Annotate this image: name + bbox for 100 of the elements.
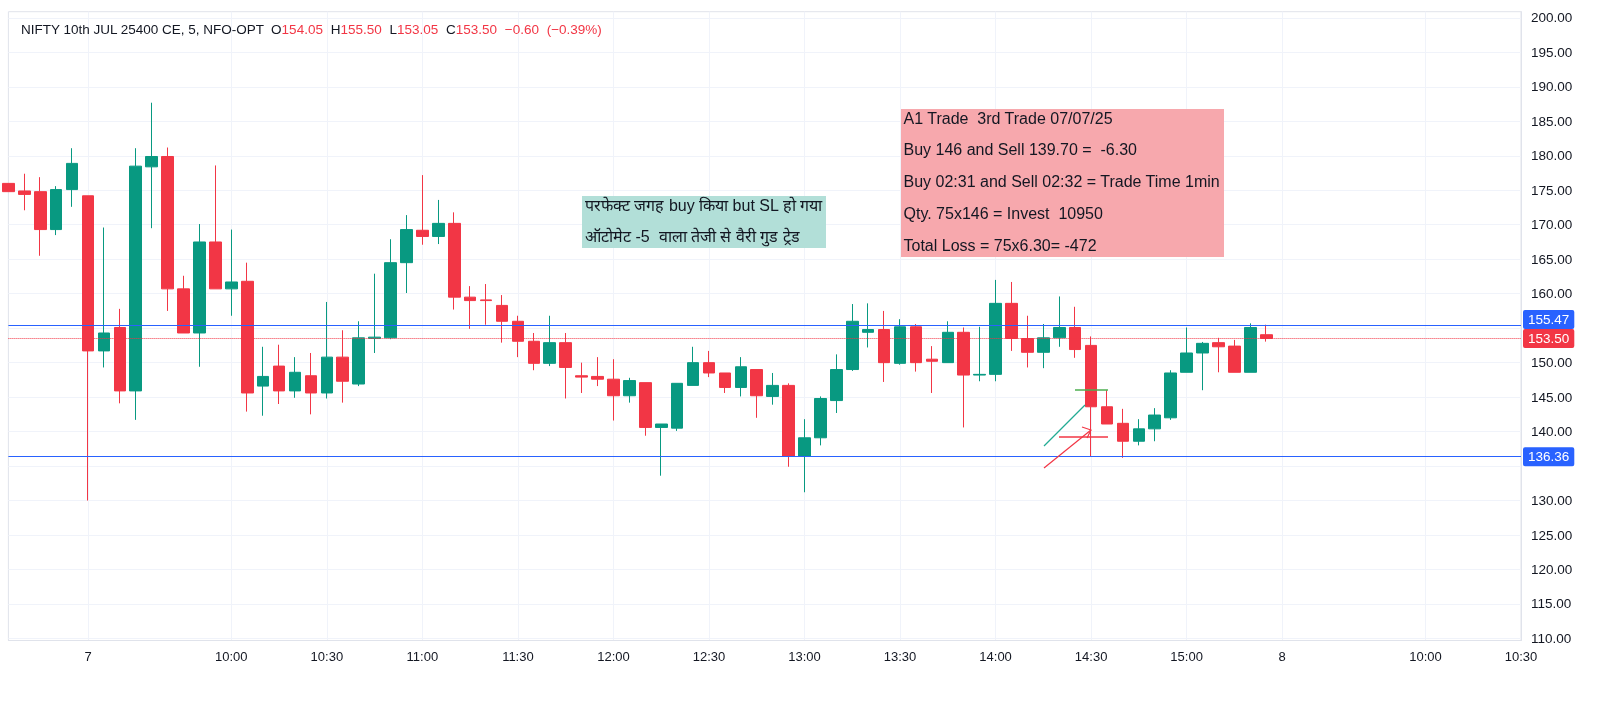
y-tick-label: 175.00	[1531, 182, 1573, 198]
candlestick	[735, 356, 747, 397]
candlestick	[161, 147, 174, 312]
annotation: परफेक्ट जगह buy किया but SL हो गया ऑटोमेट -5 वाला तेजी से वैरी गुड ट्रेड	[585, 196, 823, 247]
candlestick	[384, 238, 397, 340]
candlestick	[1244, 322, 1257, 373]
y-tick-label: 200.00	[1531, 10, 1573, 26]
y-tick-label: 150.00	[1531, 355, 1573, 371]
y-tick-label: 170.00	[1531, 217, 1573, 233]
candlestick	[98, 227, 110, 368]
candlestick	[448, 211, 461, 311]
candlestick	[782, 382, 795, 468]
x-tick-label: 12:00	[597, 648, 630, 664]
y-tick-label: 165.00	[1531, 251, 1573, 267]
x-tick-label: 11:00	[406, 648, 439, 664]
x-tick-label: 10:00	[215, 648, 248, 664]
candlestick	[177, 275, 190, 334]
candlestick	[623, 377, 636, 404]
candlestick	[719, 372, 731, 394]
candlestick	[1117, 408, 1129, 459]
candlestick	[575, 362, 588, 394]
candlestick	[2, 182, 15, 193]
x-tick-label: 11:30	[502, 648, 534, 664]
candlestick	[973, 326, 986, 382]
x-tick-label: 14:00	[979, 648, 1012, 664]
candlestick	[591, 356, 604, 387]
candlestick	[480, 283, 492, 326]
x-tick-label: 13:00	[788, 648, 821, 664]
candlestick	[687, 346, 699, 386]
x-tick-label: 10:30	[310, 648, 344, 664]
y-tick-label: 190.00	[1531, 79, 1573, 95]
candlestick	[400, 214, 413, 294]
x-tick-label: 10:00	[1409, 648, 1442, 664]
x-tick-label: 12:30	[692, 648, 726, 664]
candlestick	[703, 350, 715, 378]
y-tick-label: 115.00	[1531, 596, 1572, 612]
y-tick-label: 160.00	[1531, 286, 1573, 302]
candlestick	[798, 418, 811, 493]
y-tick-label: 185.00	[1531, 113, 1573, 129]
y-tick-label: 195.00	[1531, 44, 1573, 60]
candlestick	[209, 164, 222, 290]
candlestick	[846, 303, 859, 372]
y-tick-label: 140.00	[1531, 424, 1573, 440]
x-tick-label: 14:30	[1074, 648, 1108, 664]
text: O154.05 H155.50 L153.05 C153.50 −0.60 (−0.39%)	[271, 22, 602, 37]
candlestick	[352, 320, 365, 387]
candlestick	[193, 223, 206, 368]
candlestick	[145, 102, 158, 229]
candlestick	[1164, 369, 1177, 421]
candlestick	[368, 273, 381, 354]
candlestick	[464, 285, 476, 330]
candlestick	[225, 229, 238, 317]
ref-line-label: 136.36	[1528, 449, 1570, 465]
x-tick-label: 15:00	[1170, 648, 1203, 664]
x-tick-label: 13:30	[883, 648, 917, 664]
candlestick	[671, 382, 683, 432]
candlestick	[814, 395, 827, 446]
y-tick-label: 120.00	[1531, 561, 1573, 577]
y-tick-label: 180.00	[1531, 148, 1573, 164]
candlestick	[830, 353, 843, 414]
candlestick	[1180, 326, 1193, 373]
annotation: A1 Trade 3rd Trade 07/07/25 Buy 146 and Sell 139.70 = -6.30 Buy 02:31 and Sell 02:32 = Trade Time 1min Qty. 75x146 = Invest 10950 Total Loss = 75x6.30= -472	[903, 108, 1220, 256]
y-tick-label: 125.00	[1531, 527, 1573, 543]
candlestick	[257, 346, 269, 417]
candlestick	[66, 147, 78, 208]
candlestick	[607, 358, 620, 422]
candlestick	[129, 147, 142, 421]
x-tick-label: 8	[1278, 648, 1286, 664]
candlestick	[1053, 295, 1066, 348]
y-tick-label: 110.00	[1531, 630, 1572, 646]
candlestick	[1196, 341, 1209, 391]
y-tick-label: 130.00	[1531, 493, 1573, 509]
candlestick	[655, 423, 668, 477]
candlestick	[34, 176, 47, 257]
candlestick	[942, 320, 954, 364]
x-tick-label: 10:30	[1504, 648, 1538, 664]
candlestick	[321, 301, 333, 399]
candlestick	[1148, 407, 1161, 442]
candlestick	[862, 302, 874, 348]
candlestick	[50, 185, 62, 236]
candlestick	[926, 345, 938, 394]
candlestick	[289, 356, 301, 399]
candlestick	[305, 352, 317, 415]
candlestick	[894, 318, 906, 366]
text: NIFTY 10th JUL 25400 CE, 5, NFO-OPT	[21, 22, 265, 37]
candlestick	[750, 369, 763, 419]
candlestick	[543, 315, 556, 367]
y-tick-label: 145.00	[1531, 389, 1573, 405]
ref-line-label: 153.50	[1528, 331, 1570, 347]
candlestick	[1037, 323, 1050, 369]
x-tick-label: 7	[84, 648, 92, 664]
candlestick	[416, 174, 429, 246]
candlestick	[989, 279, 1002, 382]
candlestick	[432, 199, 445, 245]
ref-line-label: 155.47	[1528, 312, 1570, 328]
candlestick	[18, 173, 31, 211]
candlestick	[273, 344, 285, 405]
candlestick	[1133, 418, 1145, 446]
candlestick	[766, 372, 779, 406]
candlestick	[639, 382, 652, 437]
